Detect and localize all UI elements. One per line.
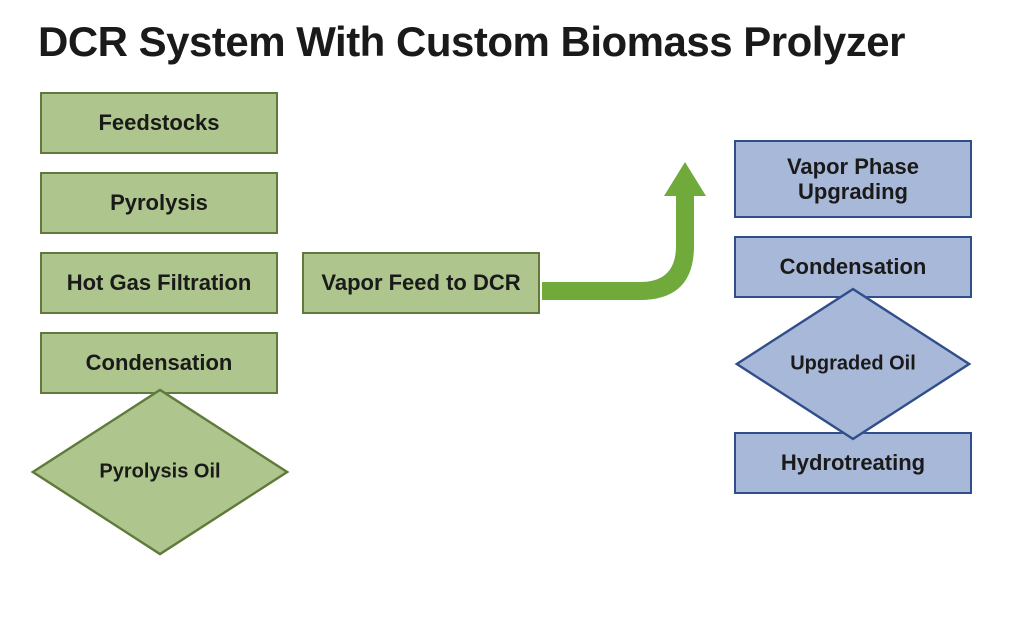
box-label: Vapor Phase Upgrading: [736, 154, 970, 205]
box-label: Pyrolysis: [102, 190, 216, 215]
box-label: Vapor Feed to DCR: [313, 270, 528, 295]
box-label: Hydrotreating: [773, 450, 933, 475]
box-label: Feedstocks: [90, 110, 227, 135]
box-label: Condensation: [78, 350, 241, 375]
box-label: Condensation: [772, 254, 935, 279]
box-vaporfeed: Vapor Feed to DCR: [302, 252, 540, 314]
diamond-pyrolysis_oil: Pyrolysis Oil: [101, 413, 219, 531]
diagram-canvas: DCR System With Custom Biomass Prolyzer …: [0, 0, 1024, 644]
diamond-label: Upgraded Oil: [790, 353, 916, 376]
box-condensation1: Condensation: [40, 332, 278, 394]
diamond-upgraded_oil: Upgraded Oil: [799, 310, 907, 418]
box-pyrolysis: Pyrolysis: [40, 172, 278, 234]
box-vpu: Vapor Phase Upgrading: [734, 140, 972, 218]
diamond-label: Pyrolysis Oil: [99, 461, 220, 484]
box-hotgas: Hot Gas Filtration: [40, 252, 278, 314]
box-feedstocks: Feedstocks: [40, 92, 278, 154]
arrow-path: [542, 162, 706, 300]
box-hydrotreating: Hydrotreating: [734, 432, 972, 494]
box-label: Hot Gas Filtration: [59, 270, 260, 295]
